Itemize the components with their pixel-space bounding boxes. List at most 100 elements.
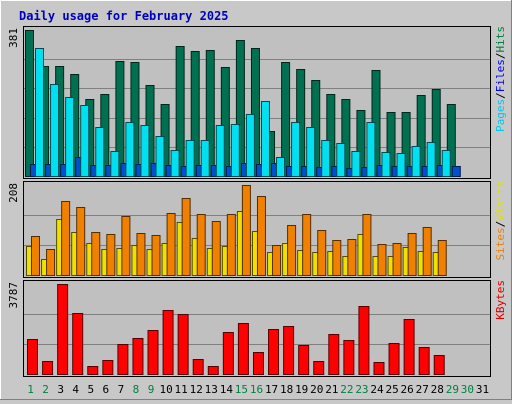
day-label-29: 29 [446,383,459,396]
bar-hits-day-18 [281,62,291,177]
panel-ymax-label: 208 [7,183,20,203]
legend-label-sites: Sites [494,227,507,260]
legend-separator: / [494,92,507,99]
day-label-12: 12 [190,383,203,396]
legend-label-kbytes: KBytes [494,280,507,320]
bar-sites-day-5 [91,232,101,276]
day-label-28: 28 [431,383,444,396]
panel-ymax-label: 3787 [7,282,20,309]
bar-pages-day-1 [35,48,44,177]
panel-legend: Pages/Files/Hits [494,26,507,132]
bar-hits-day-8 [130,62,140,177]
bar-hits-day-16 [250,48,260,177]
bar-kbytes-day-15 [237,323,249,375]
bar-kbytes-day-13 [207,366,219,375]
day-label-6: 6 [103,383,110,396]
day-label-17: 17 [265,383,278,396]
bar-kbytes-day-17 [268,329,280,375]
day-label-5: 5 [87,383,94,396]
day-label-25: 25 [385,383,398,396]
bar-pages-day-23 [366,122,376,177]
bar-pages-day-15 [245,114,255,177]
bar-hits-day-21 [326,94,336,177]
day-label-2: 2 [42,383,49,396]
bar-hits-day-1 [25,30,34,177]
bar-sites-day-1 [31,236,40,276]
bar-kbytes-day-27 [418,347,430,375]
bar-pages-day-6 [110,151,120,177]
bar-pages-day-12 [200,140,210,177]
series-sites [31,185,447,276]
bar-pages-day-16 [260,101,270,177]
bar-pages-day-3 [65,97,75,177]
day-label-18: 18 [280,383,293,396]
legend-label-files: Files [494,59,507,92]
day-label-3: 3 [57,383,64,396]
bar-sites-day-10 [166,213,176,276]
bar-hits-day-22 [341,99,351,177]
bar-kbytes-day-4 [72,313,84,375]
legend-separator: / [494,221,507,228]
bar-hits-day-11 [175,46,185,177]
bar-kbytes-day-22 [343,340,355,375]
legend-label-hits: Hits [494,26,507,53]
day-label-30: 30 [461,383,474,396]
bar-kbytes-day-14 [222,332,234,375]
day-label-24: 24 [370,383,384,396]
panel-ymax-label: 381 [7,28,20,48]
day-label-9: 9 [148,383,155,396]
day-label-10: 10 [159,383,172,396]
bar-kbytes-day-3 [57,284,69,375]
bar-pages-day-28 [441,150,451,177]
day-label-27: 27 [416,383,429,396]
bar-kbytes-day-24 [373,362,385,375]
series-hits [25,30,456,177]
bar-sites-day-3 [61,201,71,276]
bar-pages-day-25 [396,153,406,177]
bar-sites-day-21 [332,240,342,276]
panel-legend: Sites/Visits [494,181,507,261]
bar-sites-day-22 [347,239,357,276]
bar-sites-day-24 [377,244,387,276]
bar-sites-day-4 [76,207,86,276]
bar-kbytes-day-6 [102,360,114,375]
day-label-14: 14 [220,383,234,396]
bar-sites-day-19 [302,214,312,276]
bar-kbytes-day-26 [403,319,415,375]
bar-pages-day-9 [155,136,165,177]
bar-kbytes-day-2 [42,361,54,375]
bar-hits-day-29 [446,104,456,177]
bar-pages-day-14 [230,124,240,177]
bar-hits-day-25 [386,112,396,177]
bar-kbytes-day-28 [433,355,445,375]
bar-sites-day-12 [196,214,206,276]
day-label-8: 8 [133,383,140,396]
bar-sites-day-14 [226,214,236,276]
bar-sites-day-13 [211,221,221,276]
panel-legend: KBytes [494,280,507,320]
bar-kbytes-day-12 [192,359,204,375]
x-axis-day-labels: 1 2 3 4 5 6 7 8 9 10 11 12 13 14 15 16 17 18 19 20 21 22 23 24 2… [27,383,489,396]
bar-pages-day-5 [95,127,105,177]
bar-files-day-29 [451,166,461,177]
bar-pages-day-13 [215,125,225,177]
bar-kbytes-day-5 [87,366,99,375]
bar-pages-day-8 [140,125,150,177]
bar-sites-day-16 [256,196,266,276]
bar-sites-day-11 [181,198,191,276]
day-label-31: 31 [476,383,489,396]
bar-hits-day-14 [220,67,230,177]
day-label-23: 23 [355,383,368,396]
bar-hits-day-23 [356,110,366,177]
bar-pages-day-2 [50,84,60,177]
day-label-1: 1 [27,383,34,396]
bar-sites-day-25 [392,243,402,276]
bar-kbytes-day-21 [328,334,340,375]
bar-sites-day-2 [46,249,56,276]
bar-sites-day-17 [272,245,282,276]
bar-kbytes-day-19 [298,345,310,375]
bar-sites-day-6 [106,234,116,276]
bar-sites-day-9 [151,235,161,276]
